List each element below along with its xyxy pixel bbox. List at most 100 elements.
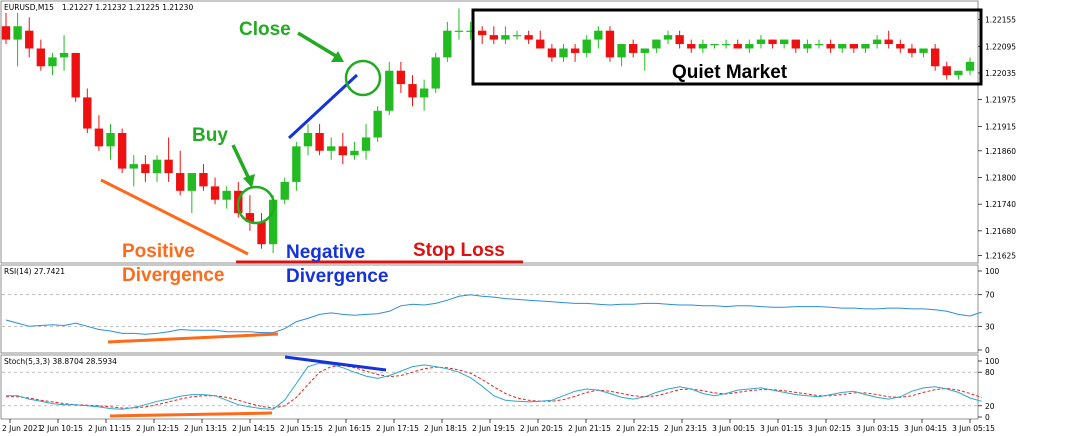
candle-body: [13, 26, 22, 40]
rsi-tick-label: 0: [985, 346, 990, 355]
stoch-tick-label: 100: [985, 357, 1000, 366]
candle-body: [361, 137, 371, 151]
candle-body: [176, 173, 185, 191]
rsi-tick-label: 100: [985, 267, 1000, 276]
candle-body: [814, 44, 824, 46]
candle-body: [210, 186, 220, 200]
candle-body: [942, 66, 951, 76]
candle-body: [745, 44, 754, 49]
price-tick-label: 1.21860: [985, 147, 1016, 156]
candle-body: [222, 190, 231, 200]
time-tick-label: 2 Jun 17:15: [376, 424, 419, 433]
candle-body: [152, 159, 162, 174]
candle-body: [675, 35, 684, 45]
quiet-market-box: [471, 8, 983, 86]
candle-body: [419, 88, 429, 98]
candle-body: [327, 146, 336, 151]
negative-divergence-label-line1: Negative: [286, 242, 365, 263]
rsi-axis: 100 70 30 0: [2, 267, 1000, 355]
price-tick-label: 1.22095: [985, 42, 1016, 51]
stop-loss-label: Stop Loss: [413, 240, 505, 261]
rsi-series: [5, 294, 982, 335]
time-tick-label: 2 Jun 11:15: [88, 424, 131, 433]
candle-body: [1, 26, 11, 40]
time-tick-label: 3 Jun 04:15: [904, 424, 947, 433]
candle-body: [117, 133, 127, 169]
candle-body: [582, 39, 591, 53]
time-tick-label: 2 Jun 20:15: [520, 424, 563, 433]
candle-body: [512, 35, 522, 37]
candle-body: [652, 39, 661, 49]
candle-body: [83, 97, 92, 129]
candle-body: [617, 44, 626, 58]
candle-body: [431, 57, 440, 89]
candle-body: [559, 48, 568, 58]
rsi-tick-label: 30: [985, 322, 995, 331]
candle-body: [524, 35, 533, 40]
candle-body: [501, 35, 510, 40]
ohlc-readout: 1.21227 1.21232 1.21225 1.21230: [62, 3, 193, 12]
close-arrow: [297, 31, 337, 58]
candle-body: [373, 110, 382, 138]
candle-body: [861, 44, 870, 49]
rsi-divergence-line: [107, 332, 279, 344]
time-tick-label: 2 Jun 14:15: [232, 424, 275, 433]
candle-body: [687, 44, 696, 49]
candle-body: [930, 48, 940, 67]
candle-body: [640, 48, 649, 53]
stoch-tick-label: 0: [985, 413, 990, 422]
candle-body: [826, 44, 835, 49]
time-tick-label: 2 Jun 12:15: [136, 424, 179, 433]
candle-body: [884, 39, 893, 45]
rsi-tick-label: 70: [985, 291, 995, 300]
buy-arrow: [231, 144, 252, 182]
candle-body: [315, 133, 324, 151]
candle-body: [849, 44, 859, 49]
time-tick-label: 2 Jun 15:15: [280, 424, 323, 433]
candle-body: [954, 70, 963, 76]
stoch-divergence-line-positive: [109, 411, 273, 418]
candles: [1, 8, 975, 254]
candle-body: [907, 48, 917, 53]
symbol-label: EURUSD,M15: [4, 3, 54, 12]
candle-body: [965, 61, 975, 71]
candle-body: [303, 133, 313, 147]
candle-body: [36, 48, 46, 67]
candle-body: [338, 146, 348, 156]
candle-body: [721, 44, 731, 46]
close-circle: [344, 59, 382, 97]
candle-body: [25, 30, 34, 49]
time-tick-label: 2 Jun 16:15: [328, 424, 371, 433]
candle-body: [919, 48, 928, 53]
stoch-panel: [0, 354, 979, 420]
stoch-series: [6, 362, 982, 410]
candle-body: [280, 181, 289, 200]
candle-body: [489, 35, 498, 40]
price-tick-label: 1.21800: [985, 173, 1016, 182]
candle-body: [164, 159, 173, 174]
candle-body: [257, 221, 266, 245]
candle-body: [187, 173, 197, 191]
time-tick-label: 2 Jun 23:15: [664, 424, 707, 433]
time-tick-label: 2 Jun 21:15: [568, 424, 611, 433]
candle-body: [478, 30, 487, 36]
candle-body: [466, 30, 475, 32]
time-tick-label: 3 Jun 01:15: [760, 424, 803, 433]
candle-body: [779, 39, 789, 45]
candle-body: [628, 44, 638, 53]
candle-body: [443, 30, 452, 58]
price-tick-label: 1.21680: [985, 227, 1016, 236]
rsi-line: [5, 294, 982, 335]
candle-body: [350, 150, 359, 156]
candle-body: [396, 70, 406, 85]
candle-body: [698, 44, 708, 49]
rsi-panel: [0, 264, 979, 354]
price-negative-divergence-line: [287, 73, 359, 140]
price-axis: 1.22155 1.22095 1.22035 1.21975 1.21915 1.218…: [978, 16, 1016, 260]
price-tick-label: 1.21975: [985, 96, 1016, 105]
candle-body: [292, 146, 301, 182]
candle-body: [791, 39, 800, 49]
price-divergence-line: [100, 178, 249, 256]
time-tick-label: 2 Jun 10:15: [40, 424, 83, 433]
